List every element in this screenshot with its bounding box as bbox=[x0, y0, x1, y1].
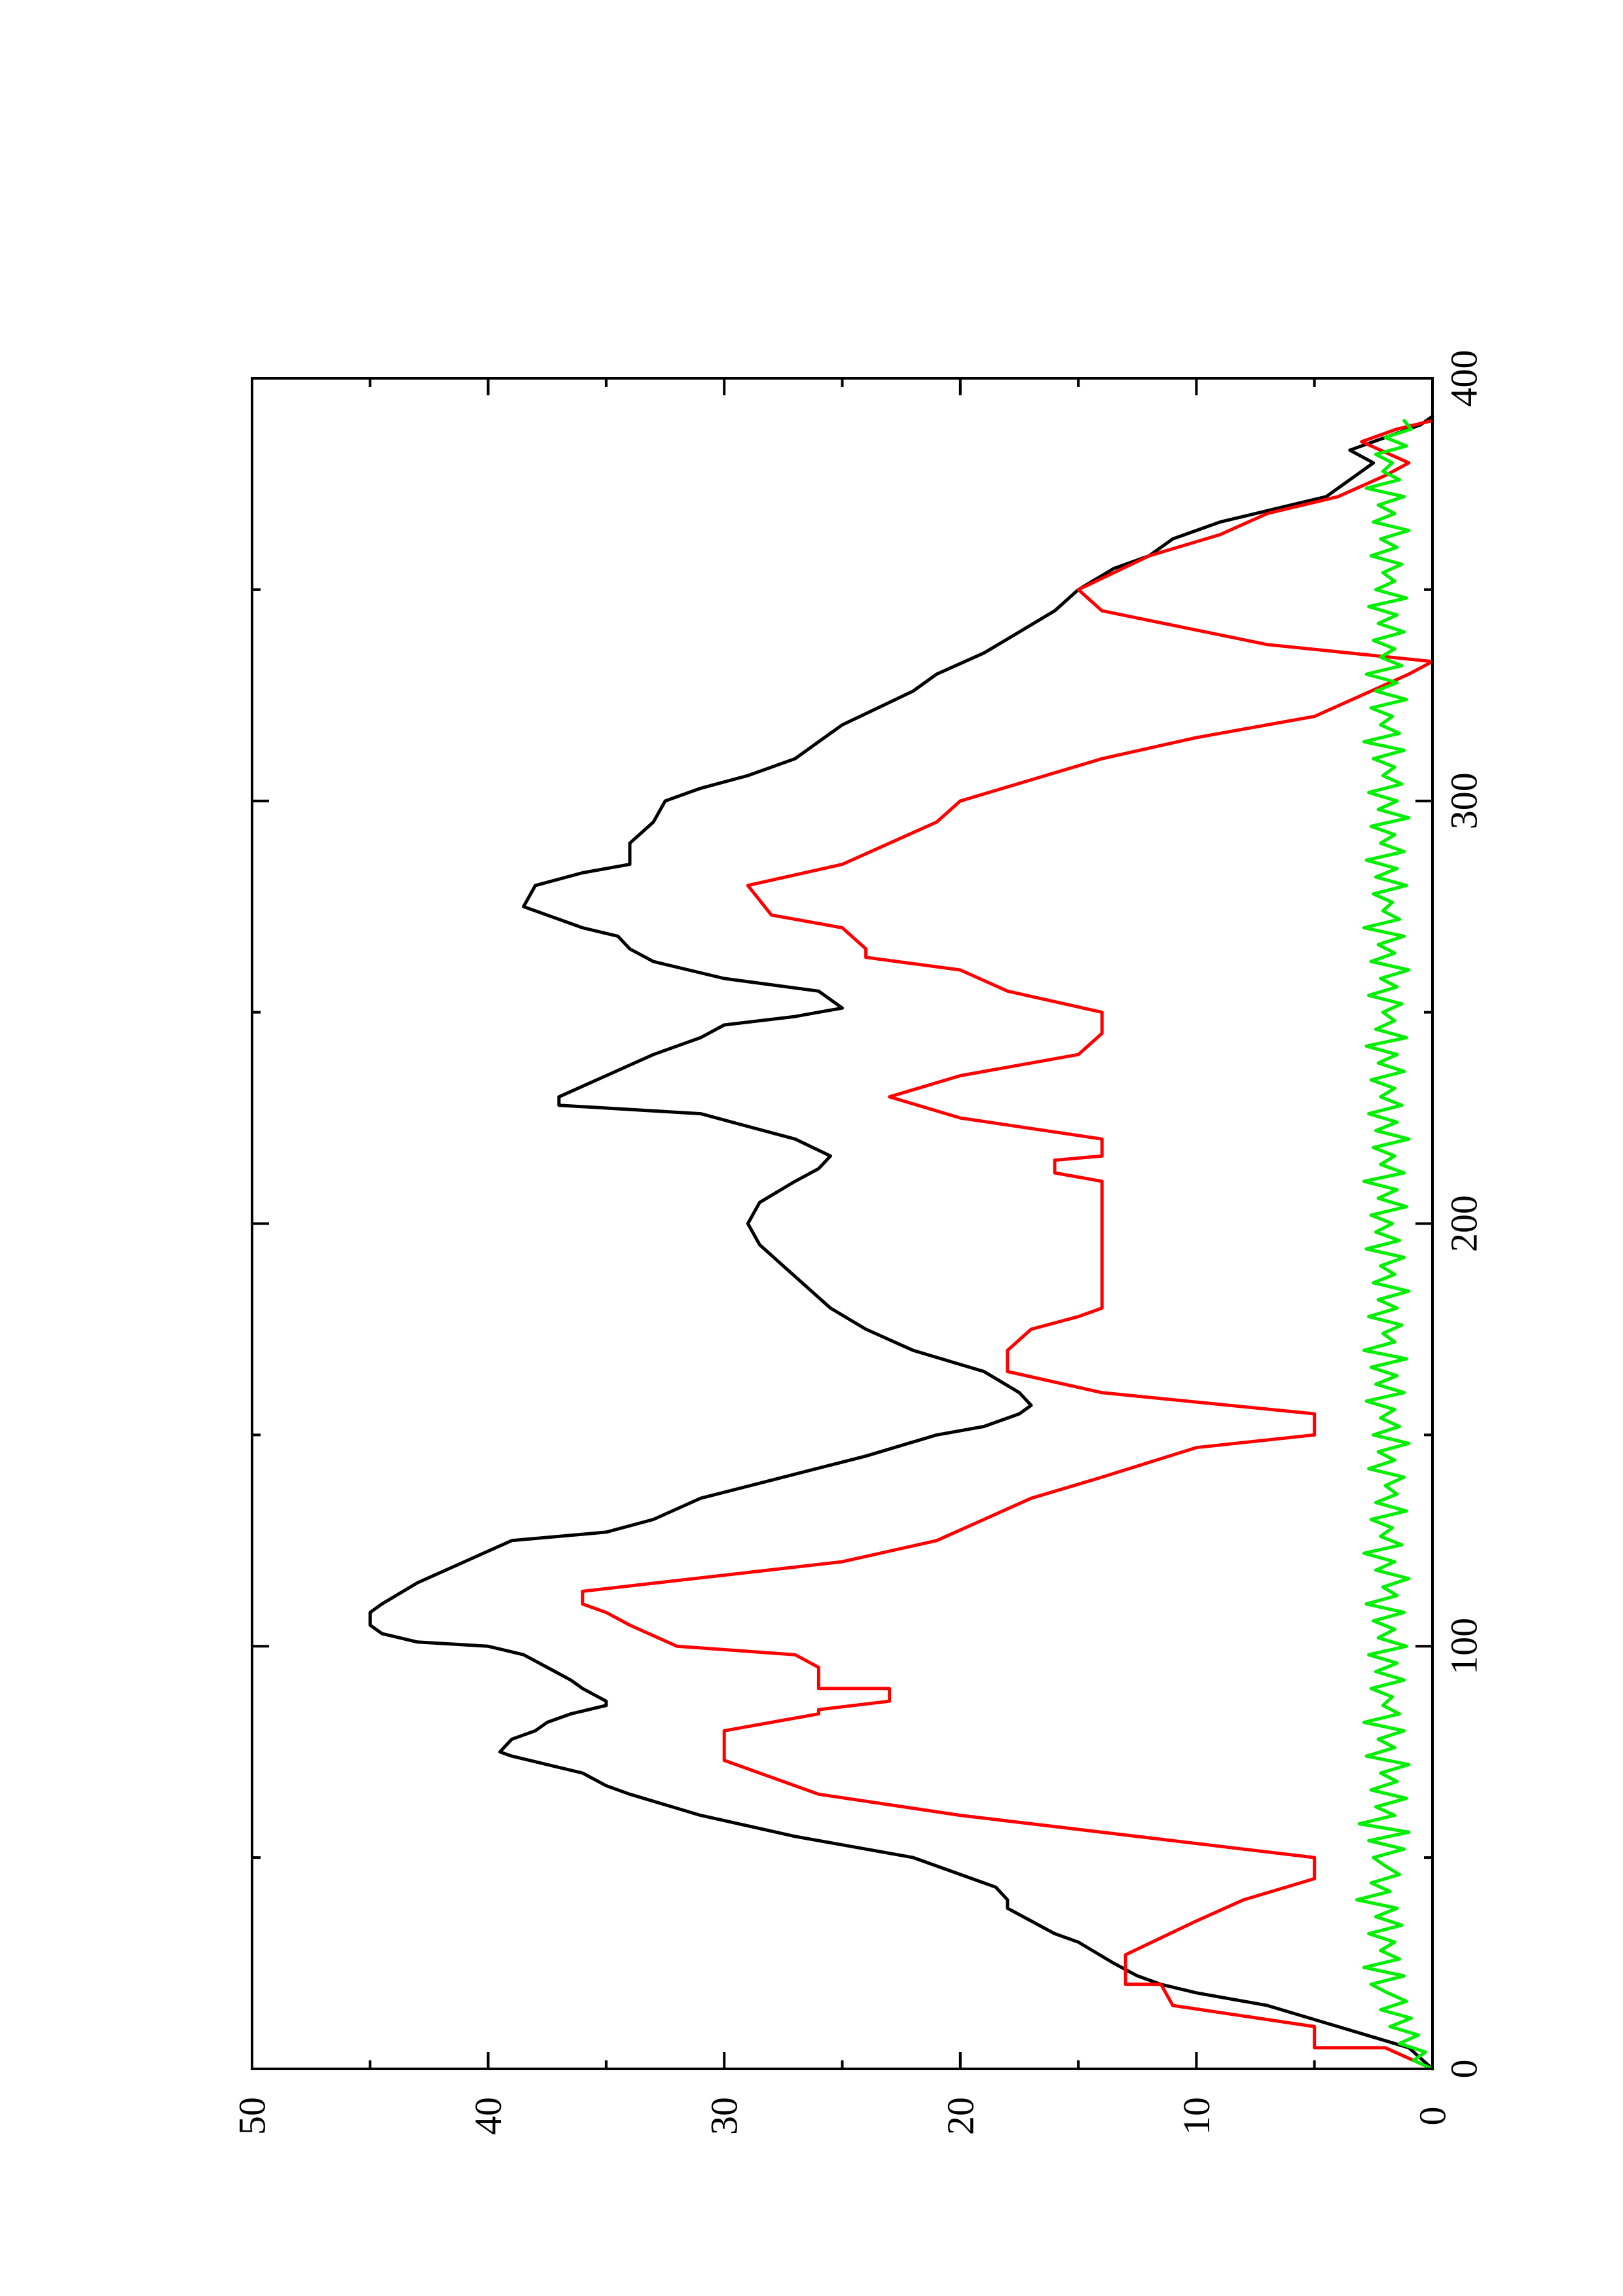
plot-area bbox=[368, 414, 1434, 2071]
x-tick-label: 200 bbox=[1443, 1195, 1486, 1252]
y-tick-label: 0 bbox=[1412, 2107, 1454, 2126]
x-tick-label: 300 bbox=[1443, 772, 1486, 829]
x-tick-label: 100 bbox=[1443, 1618, 1486, 1675]
y-tick-label: 30 bbox=[703, 2097, 746, 2135]
series-line-0 bbox=[368, 414, 1434, 2071]
y-tick-label: 40 bbox=[467, 2097, 509, 2135]
y-tick-label: 20 bbox=[939, 2097, 981, 2135]
plot-frame bbox=[251, 377, 1434, 2070]
x-tick-label: 0 bbox=[1443, 2060, 1486, 2079]
series-line-1 bbox=[581, 419, 1434, 2071]
axes: 0 100 200 300 400 0 10 20 30 40 50 bbox=[231, 350, 1486, 2136]
series-line-2 bbox=[1355, 419, 1434, 2071]
y-tick-label: 50 bbox=[231, 2097, 274, 2135]
x-tick-label: 400 bbox=[1443, 350, 1486, 407]
y-tick-label: 10 bbox=[1175, 2097, 1218, 2135]
